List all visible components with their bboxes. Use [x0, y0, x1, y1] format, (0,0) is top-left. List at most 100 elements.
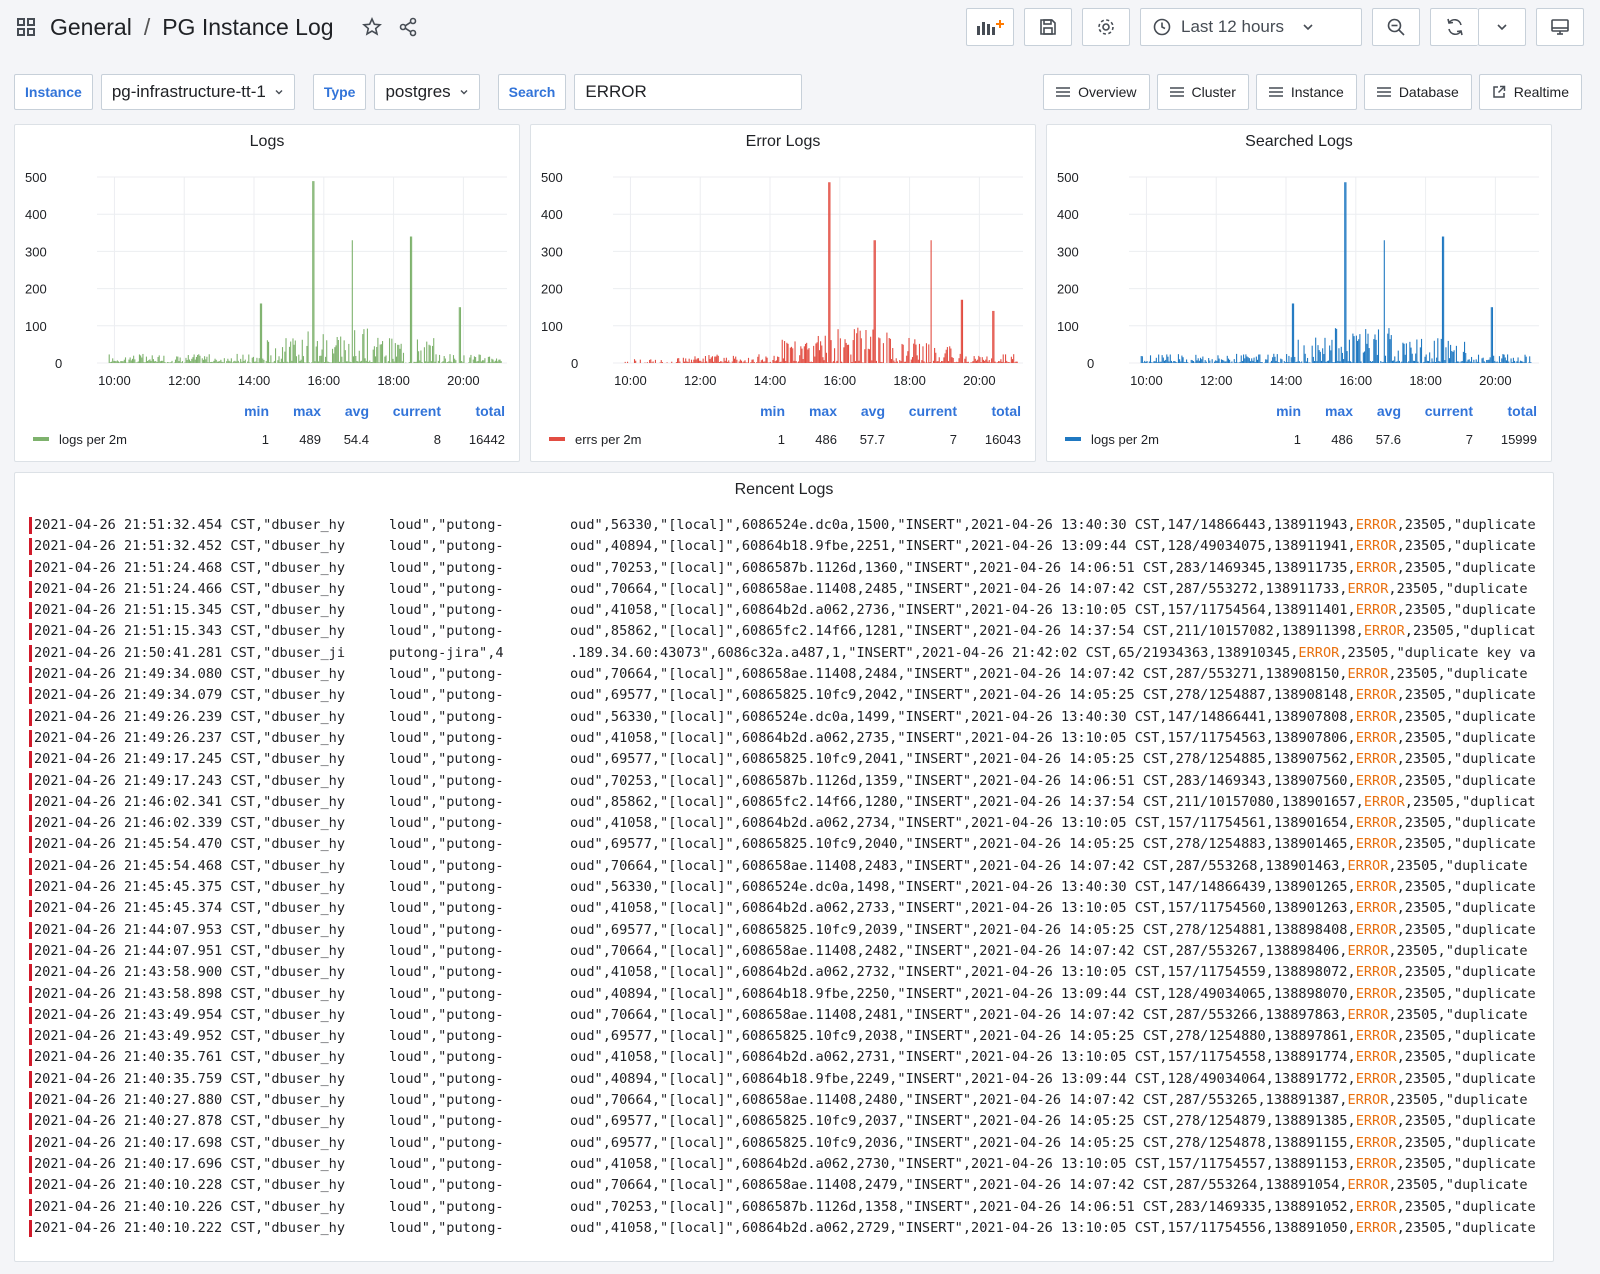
legend-col-min[interactable]: min [244, 403, 269, 419]
panel-title[interactable]: Searched Logs [1245, 133, 1353, 150]
y-tick-label: 100 [25, 319, 47, 334]
log-row[interactable]: 2021-04-26 21:49:26.237 CST,"dbuser_hy lo… [29, 728, 1553, 749]
log-row[interactable]: 2021-04-26 21:44:07.953 CST,"dbuser_hy lo… [29, 920, 1553, 941]
log-row[interactable]: 2021-04-26 21:49:34.080 CST,"dbuser_hy lo… [29, 664, 1553, 685]
log-row[interactable]: 2021-04-26 21:40:27.880 CST,"dbuser_hy lo… [29, 1090, 1553, 1111]
log-row[interactable]: 2021-04-26 21:40:35.761 CST,"dbuser_hy lo… [29, 1047, 1553, 1068]
refresh-interval-dropdown[interactable] [1478, 8, 1526, 46]
panel-title[interactable]: Error Logs [745, 133, 821, 150]
legend-col-max[interactable]: max [808, 403, 837, 419]
log-message-prefix: oud",85862,"[local]",60865fc2.14f66,1280… [570, 793, 1364, 810]
legend-col-current[interactable]: current [392, 403, 441, 419]
log-row[interactable]: 2021-04-26 21:51:15.343 CST,"dbuser_hy lo… [29, 621, 1553, 642]
log-row[interactable]: 2021-04-26 21:40:10.228 CST,"dbuser_hy lo… [29, 1175, 1553, 1196]
legend-col-total[interactable]: total [991, 403, 1021, 419]
log-row[interactable]: 2021-04-26 21:40:17.696 CST,"dbuser_hy lo… [29, 1154, 1553, 1175]
link-instance[interactable]: Instance [1255, 74, 1357, 110]
time-range-picker[interactable]: Last 12 hours [1140, 8, 1362, 46]
log-message-prefix: oud",41058,"[local]",60864b2d.a062,2732,… [570, 964, 1356, 981]
instance-select[interactable]: pg-infrastructure-tt-1 [100, 74, 295, 110]
save-dashboard-button[interactable] [1024, 8, 1072, 46]
log-row[interactable]: 2021-04-26 21:43:58.900 CST,"dbuser_hy lo… [29, 962, 1553, 983]
log-row[interactable]: 2021-04-26 21:49:26.239 CST,"dbuser_hy lo… [29, 707, 1553, 728]
log-message: oud",56330,"[local]",6086524e.dc0a,1499,… [570, 707, 1553, 728]
legend-col-avg[interactable]: avg [860, 403, 885, 419]
log-row[interactable]: 2021-04-26 21:40:27.878 CST,"dbuser_hy lo… [29, 1111, 1553, 1132]
log-row[interactable]: 2021-04-26 21:51:32.452 CST,"dbuser_hy lo… [29, 536, 1553, 557]
log-row[interactable]: 2021-04-26 21:45:54.470 CST,"dbuser_hy lo… [29, 834, 1553, 855]
log-row[interactable]: 2021-04-26 21:50:41.281 CST,"dbuser_ji pu… [29, 643, 1553, 664]
log-timestamp-user: 2021-04-26 21:40:10.228 CST,"dbuser_hy [34, 1177, 345, 1194]
legend-col-avg[interactable]: avg [1376, 403, 1401, 419]
add-panel-button[interactable] [966, 8, 1014, 46]
log-row[interactable]: 2021-04-26 21:43:49.952 CST,"dbuser_hy lo… [29, 1026, 1553, 1047]
log-row[interactable]: 2021-04-26 21:40:35.759 CST,"dbuser_hy lo… [29, 1069, 1553, 1090]
log-row[interactable]: 2021-04-26 21:46:02.341 CST,"dbuser_hy lo… [29, 792, 1553, 813]
log-row[interactable]: 2021-04-26 21:51:24.468 CST,"dbuser_hy lo… [29, 558, 1553, 579]
log-row[interactable]: 2021-04-26 21:49:34.079 CST,"dbuser_hy lo… [29, 685, 1553, 706]
log-row[interactable]: 2021-04-26 21:49:17.243 CST,"dbuser_hy lo… [29, 771, 1553, 792]
legend-col-total[interactable]: total [475, 403, 505, 419]
log-message-prefix: oud",41058,"[local]",60864b2d.a062,2734,… [570, 815, 1356, 832]
star-icon[interactable] [360, 15, 384, 39]
zoom-out-button[interactable] [1372, 8, 1420, 46]
error-logs-chart[interactable]: 500 400 300 200 100 0 10:00 12:00 14:00 16:00 18:0… [531, 165, 1037, 395]
series-color-swatch[interactable] [1065, 437, 1081, 441]
log-row[interactable]: 2021-04-26 21:43:58.898 CST,"dbuser_hy lo… [29, 984, 1553, 1005]
log-error-highlight: ERROR [1355, 687, 1397, 704]
search-input[interactable]: ERROR [574, 74, 803, 110]
refresh-button[interactable] [1430, 8, 1478, 46]
legend-series[interactable]: logs per 2m 1 489 54.4 8 16442 [33, 429, 505, 449]
log-timestamp-user: 2021-04-26 21:49:34.079 CST,"dbuser_hy [34, 687, 345, 704]
link-database[interactable]: Database [1363, 74, 1472, 110]
link-realtime[interactable]: Realtime [1478, 74, 1582, 110]
legend-col-current[interactable]: current [908, 403, 957, 419]
log-list[interactable]: 2021-04-26 21:51:32.454 CST,"dbuser_hy lo… [29, 515, 1553, 1261]
view-mode-button[interactable] [1536, 8, 1584, 46]
log-row[interactable]: 2021-04-26 21:45:54.468 CST,"dbuser_hy lo… [29, 856, 1553, 877]
legend-series[interactable]: logs per 2m 1 486 57.6 7 15999 [1065, 429, 1537, 449]
log-error-highlight: ERROR [1355, 1219, 1397, 1236]
share-icon[interactable] [396, 15, 420, 39]
log-row[interactable]: 2021-04-26 21:45:45.374 CST,"dbuser_hy lo… [29, 898, 1553, 919]
legend-col-max[interactable]: max [292, 403, 321, 419]
panel-title[interactable]: Logs [249, 133, 285, 150]
log-row[interactable]: 2021-04-26 21:40:10.226 CST,"dbuser_hy lo… [29, 1197, 1553, 1218]
log-database: loud","putong- [389, 1092, 504, 1109]
page-title[interactable]: PG Instance Log [162, 13, 334, 40]
log-row[interactable]: 2021-04-26 21:46:02.339 CST,"dbuser_hy lo… [29, 813, 1553, 834]
link-overview[interactable]: Overview [1043, 74, 1150, 110]
log-row[interactable]: 2021-04-26 21:51:32.454 CST,"dbuser_hy lo… [29, 515, 1553, 536]
apps-grid-icon[interactable] [14, 15, 38, 39]
x-tick-label: 14:00 [238, 373, 271, 388]
log-message: oud",69577,"[local]",60865825.10fc9,2037… [570, 1111, 1553, 1132]
series-color-swatch[interactable] [33, 437, 49, 441]
log-database: loud","putong- [389, 751, 504, 768]
log-row[interactable]: 2021-04-26 21:43:49.954 CST,"dbuser_hy lo… [29, 1005, 1553, 1026]
searched-logs-chart[interactable]: 500 400 300 200 100 0 10:00 12:00 14:00 16:00 18:0… [1047, 165, 1553, 395]
link-cluster[interactable]: Cluster [1156, 74, 1249, 110]
legend-col-min[interactable]: min [1276, 403, 1301, 419]
settings-button[interactable] [1082, 8, 1130, 46]
log-row[interactable]: 2021-04-26 21:49:17.245 CST,"dbuser_hy lo… [29, 749, 1553, 770]
series-color-swatch[interactable] [549, 437, 565, 441]
log-error-highlight: ERROR [1355, 900, 1397, 917]
legend-series[interactable]: errs per 2m 1 486 57.7 7 16043 [549, 429, 1021, 449]
zoom-out-icon [1387, 18, 1405, 36]
log-row[interactable]: 2021-04-26 21:44:07.951 CST,"dbuser_hy lo… [29, 941, 1553, 962]
type-select[interactable]: postgres [374, 74, 480, 110]
legend-col-avg[interactable]: avg [344, 403, 369, 419]
legend-col-max[interactable]: max [1324, 403, 1353, 419]
log-row[interactable]: 2021-04-26 21:51:24.466 CST,"dbuser_hy lo… [29, 579, 1553, 600]
legend-col-current[interactable]: current [1424, 403, 1473, 419]
logs-chart[interactable]: 500 400 300 200 100 0 10:00 12:00 14:00 16:00 18:0… [15, 165, 521, 395]
legend-col-total[interactable]: total [1507, 403, 1537, 419]
breadcrumb-folder[interactable]: General [50, 13, 132, 40]
log-message: oud",70253,"[local]",6086587b.1126d,1358… [570, 1197, 1553, 1218]
log-row[interactable]: 2021-04-26 21:40:17.698 CST,"dbuser_hy lo… [29, 1133, 1553, 1154]
log-row[interactable]: 2021-04-26 21:51:15.345 CST,"dbuser_hy lo… [29, 600, 1553, 621]
panel-title[interactable]: Rencent Logs [734, 481, 834, 498]
log-row[interactable]: 2021-04-26 21:40:10.222 CST,"dbuser_hy lo… [29, 1218, 1553, 1239]
legend-col-min[interactable]: min [760, 403, 785, 419]
log-row[interactable]: 2021-04-26 21:45:45.375 CST,"dbuser_hy lo… [29, 877, 1553, 898]
